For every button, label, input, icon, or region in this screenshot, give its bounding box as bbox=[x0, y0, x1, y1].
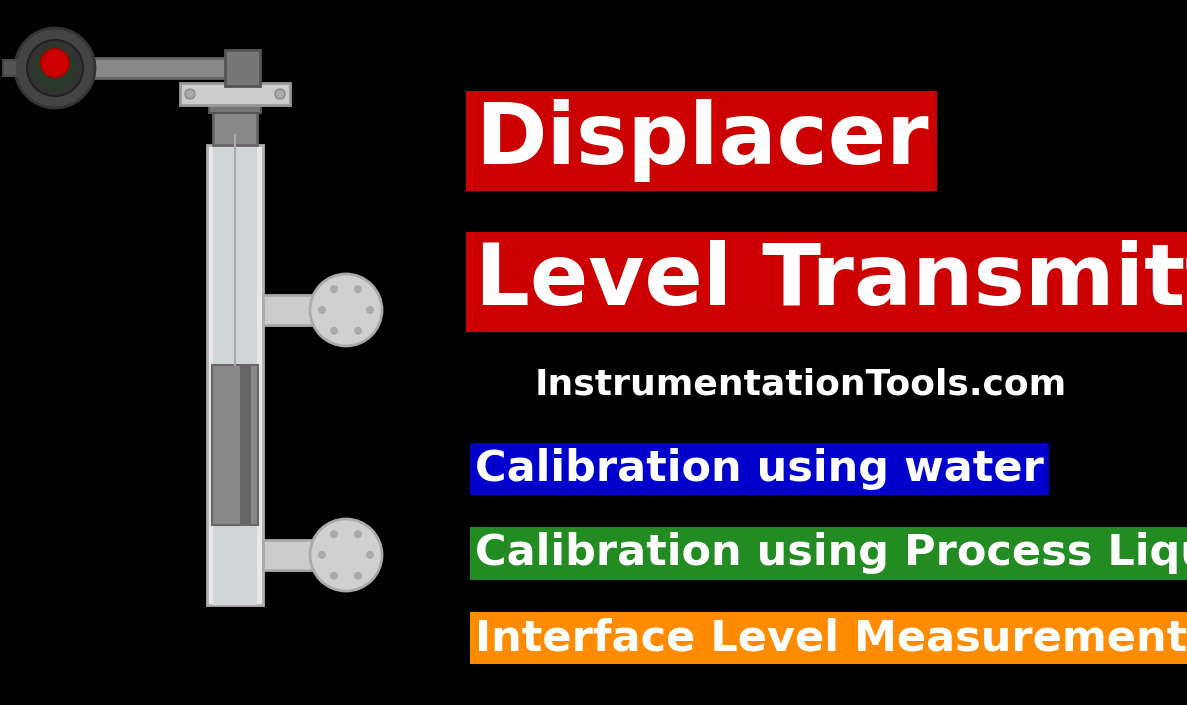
Bar bbox=[180, 83, 290, 105]
Bar bbox=[264, 540, 318, 570]
Circle shape bbox=[330, 572, 338, 580]
Circle shape bbox=[354, 572, 362, 580]
Bar bbox=[212, 145, 258, 605]
Text: Calibration using Process Liquid: Calibration using Process Liquid bbox=[475, 532, 1187, 575]
Bar bbox=[207, 145, 264, 605]
Circle shape bbox=[275, 89, 285, 99]
Circle shape bbox=[354, 286, 362, 293]
Circle shape bbox=[330, 327, 338, 335]
Circle shape bbox=[318, 551, 326, 559]
Bar bbox=[212, 105, 258, 145]
Circle shape bbox=[330, 530, 338, 538]
Circle shape bbox=[15, 28, 95, 108]
Text: Interface Level Measurement: Interface Level Measurement bbox=[475, 617, 1187, 659]
Circle shape bbox=[354, 327, 362, 335]
Bar bbox=[226, 50, 260, 86]
Circle shape bbox=[366, 551, 374, 559]
Circle shape bbox=[318, 306, 326, 314]
Bar bbox=[212, 365, 258, 525]
Bar bbox=[264, 295, 318, 325]
Text: Calibration using water: Calibration using water bbox=[475, 448, 1043, 490]
Circle shape bbox=[310, 519, 382, 591]
Bar bbox=[70, 58, 226, 78]
Circle shape bbox=[27, 40, 83, 96]
Circle shape bbox=[310, 274, 382, 346]
Circle shape bbox=[185, 89, 195, 99]
Bar bbox=[240, 365, 252, 525]
Bar bbox=[4, 60, 17, 76]
Text: Displacer: Displacer bbox=[475, 99, 928, 183]
Circle shape bbox=[33, 46, 77, 90]
Circle shape bbox=[366, 306, 374, 314]
Text: InstrumentationTools.com: InstrumentationTools.com bbox=[534, 367, 1066, 401]
Circle shape bbox=[330, 286, 338, 293]
Bar bbox=[209, 101, 261, 113]
Text: Level Transmitter: Level Transmitter bbox=[475, 240, 1187, 324]
Circle shape bbox=[354, 530, 362, 538]
Circle shape bbox=[42, 49, 69, 77]
